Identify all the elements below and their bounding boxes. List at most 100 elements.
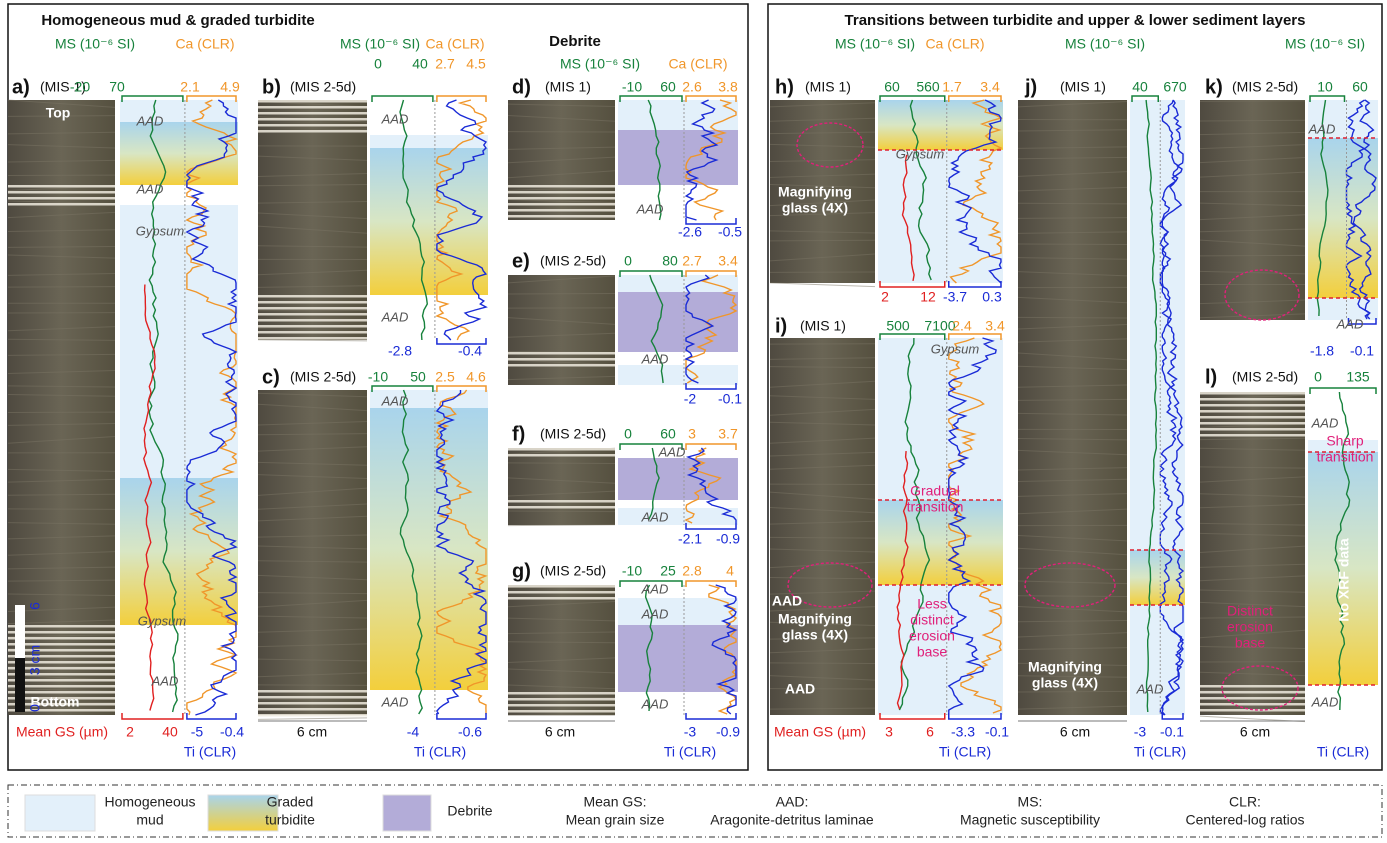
aad-lamina	[258, 100, 367, 103]
axis-bracket	[619, 270, 683, 277]
aad-lamina	[508, 692, 615, 695]
label: AAD	[151, 673, 179, 688]
axis-bracket	[436, 95, 487, 102]
label: 10	[1317, 79, 1333, 95]
ca-curve	[434, 99, 487, 341]
label: glass (4X)	[782, 200, 848, 216]
label: 25	[660, 563, 676, 579]
label: -0.1	[1160, 724, 1184, 740]
aad-lamina	[258, 301, 367, 304]
label: AAD	[381, 309, 409, 324]
label: -2	[684, 391, 697, 407]
label: MS (10⁻⁶ SI)	[835, 36, 915, 52]
label: 4.9	[220, 79, 240, 95]
label: Centered-log ratios	[1185, 812, 1304, 828]
aad-lamina	[8, 661, 115, 664]
core-lamina	[769, 662, 876, 664]
ti-curve	[1347, 99, 1377, 320]
core-lamina	[7, 688, 116, 692]
legend-swatch	[207, 794, 279, 832]
core-lamina	[769, 173, 876, 178]
core-lamina	[1017, 705, 1128, 710]
aad-lamina	[508, 215, 615, 218]
ti-curve	[434, 390, 487, 715]
graded-zone	[370, 148, 488, 295]
label: Aragonite-detritus laminae	[710, 812, 874, 828]
ms-curve	[1145, 99, 1158, 713]
label: 2	[881, 289, 889, 305]
core-lamina	[769, 131, 876, 135]
axis-bracket	[1309, 387, 1377, 394]
core-lamina	[1199, 214, 1306, 221]
label: 0	[374, 56, 382, 72]
label: -0.9	[716, 724, 740, 740]
label: (MIS 2-5d)	[540, 563, 606, 579]
label: 40	[1132, 79, 1148, 95]
core-lamina	[769, 606, 876, 612]
label: (MIS 1)	[40, 79, 86, 95]
core-lamina	[7, 551, 116, 556]
label: 3	[885, 724, 893, 740]
aad-lamina	[508, 209, 615, 212]
label: Magnifying	[1028, 659, 1102, 675]
label: AAD	[1311, 694, 1339, 709]
aad-lamina	[258, 124, 367, 127]
core-lamina	[507, 524, 616, 527]
core-lamina	[7, 493, 116, 496]
panel-label: c)	[262, 366, 280, 388]
core-lamina	[1017, 338, 1128, 343]
graded-zone	[120, 122, 238, 185]
aad-lamina	[258, 714, 367, 717]
ti-curve	[684, 274, 715, 384]
core-lamina	[257, 184, 368, 187]
axis-bracket	[436, 385, 487, 392]
core-lamina	[7, 254, 116, 259]
label: -10	[622, 79, 642, 95]
core-lamina	[257, 672, 368, 678]
core-lamina	[7, 393, 116, 397]
section-title: Transitions between turbidite and upper …	[845, 12, 1306, 29]
label: 3.4	[980, 79, 1000, 95]
label: AAD	[785, 681, 815, 697]
axis-bracket	[436, 713, 487, 720]
aad-lamina	[1200, 422, 1305, 425]
magnified-area	[1221, 665, 1299, 711]
label: Gypsum	[136, 223, 185, 238]
ca-curve	[949, 99, 1003, 284]
label: AAD	[641, 581, 669, 596]
core-lamina	[507, 631, 616, 635]
label: -10	[622, 563, 642, 579]
core-lamina	[769, 648, 876, 654]
ti-curve	[185, 99, 238, 716]
label: turbidite	[265, 812, 315, 828]
ca-curve	[435, 389, 488, 714]
label: AAD	[1308, 121, 1336, 136]
core-lamina	[1017, 662, 1128, 666]
core-lamina	[257, 245, 368, 248]
core-lamina	[7, 245, 116, 248]
core-lamina	[1199, 522, 1306, 526]
panel-label: e)	[512, 250, 530, 272]
core-lamina	[507, 332, 616, 338]
core-lamina	[257, 339, 368, 342]
aad-lamina	[8, 203, 115, 206]
core-lamina	[769, 395, 876, 400]
core-lamina	[1199, 313, 1306, 319]
panel-label: b)	[262, 76, 281, 98]
core-lamina	[1199, 202, 1306, 207]
core-lamina	[1017, 217, 1128, 219]
label: transition	[1317, 449, 1374, 465]
aad-lamina	[508, 454, 615, 457]
white-zone	[1308, 685, 1378, 715]
label: -0.1	[1350, 343, 1374, 359]
core-lamina	[1199, 563, 1306, 568]
aad-lamina	[508, 698, 615, 701]
core-lamina	[769, 421, 876, 426]
core-lamina	[1199, 437, 1306, 441]
core-lamina	[1199, 476, 1306, 483]
core-lamina	[769, 590, 876, 595]
ti-curve	[684, 99, 719, 221]
ms-curve	[909, 99, 932, 281]
core-lamina	[769, 143, 876, 148]
